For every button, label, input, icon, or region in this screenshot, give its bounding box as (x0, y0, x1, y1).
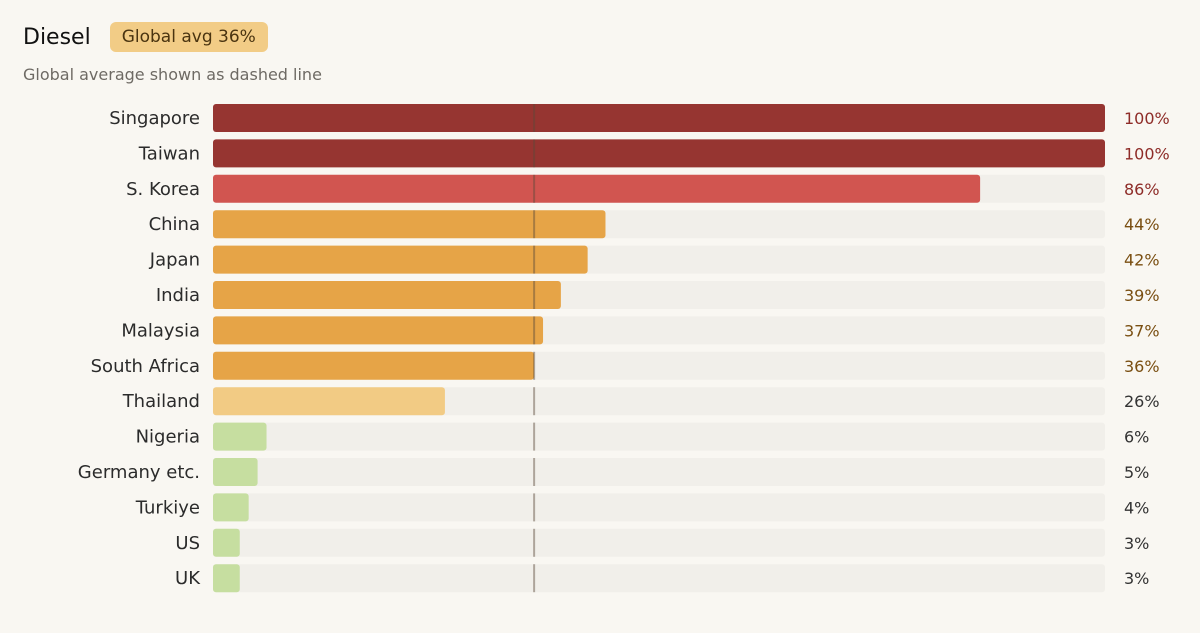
bar-track (213, 422, 1105, 451)
bar (213, 104, 1105, 132)
bar (213, 281, 561, 309)
category-label: Malaysia (121, 320, 200, 341)
bar (213, 493, 249, 522)
bar (213, 174, 981, 203)
bar (213, 387, 445, 416)
category-label: S. Korea (126, 179, 200, 200)
bar-track (213, 458, 1105, 486)
category-label: China (149, 214, 200, 235)
bar (213, 351, 535, 380)
category-label: South Africa (91, 356, 200, 377)
value-label: 86% (1124, 180, 1160, 199)
value-label: 5% (1124, 463, 1149, 482)
value-label: 26% (1124, 392, 1160, 411)
value-label: 3% (1124, 569, 1149, 588)
category-label: Germany etc. (78, 462, 200, 483)
category-label: US (175, 533, 200, 554)
bar (213, 422, 267, 451)
value-label: 36% (1124, 357, 1160, 376)
category-label: Nigeria (136, 427, 200, 448)
chart-title: Diesel (23, 24, 91, 50)
bar (213, 210, 606, 239)
value-label: 37% (1124, 321, 1160, 340)
category-label: Singapore (109, 108, 200, 129)
bar-track (213, 528, 1105, 557)
global-avg-badge: Global avg 36% (109, 22, 268, 52)
value-label: 6% (1124, 428, 1149, 447)
chart-subtitle: Global average shown as dashed line (23, 65, 322, 84)
value-label: 100% (1124, 109, 1170, 128)
category-label: Thailand (122, 391, 200, 412)
bar (213, 528, 240, 557)
value-label: 42% (1124, 251, 1160, 270)
bar (213, 139, 1105, 168)
category-label: Turkiye (135, 497, 200, 518)
bar (213, 564, 240, 593)
chart-header: Diesel Global avg 36% (23, 22, 268, 52)
category-label: Taiwan (138, 143, 200, 164)
value-label: 4% (1124, 498, 1149, 517)
category-label: UK (175, 568, 201, 589)
bar (213, 458, 258, 486)
bar (213, 316, 544, 345)
bar-track (213, 564, 1105, 593)
category-label: Japan (149, 250, 200, 271)
bar-track (213, 493, 1105, 522)
value-label: 100% (1124, 144, 1170, 163)
bar (213, 245, 588, 274)
value-label: 3% (1124, 534, 1149, 553)
value-label: 44% (1124, 215, 1160, 234)
value-label: 39% (1124, 286, 1160, 305)
category-label: India (156, 285, 200, 306)
